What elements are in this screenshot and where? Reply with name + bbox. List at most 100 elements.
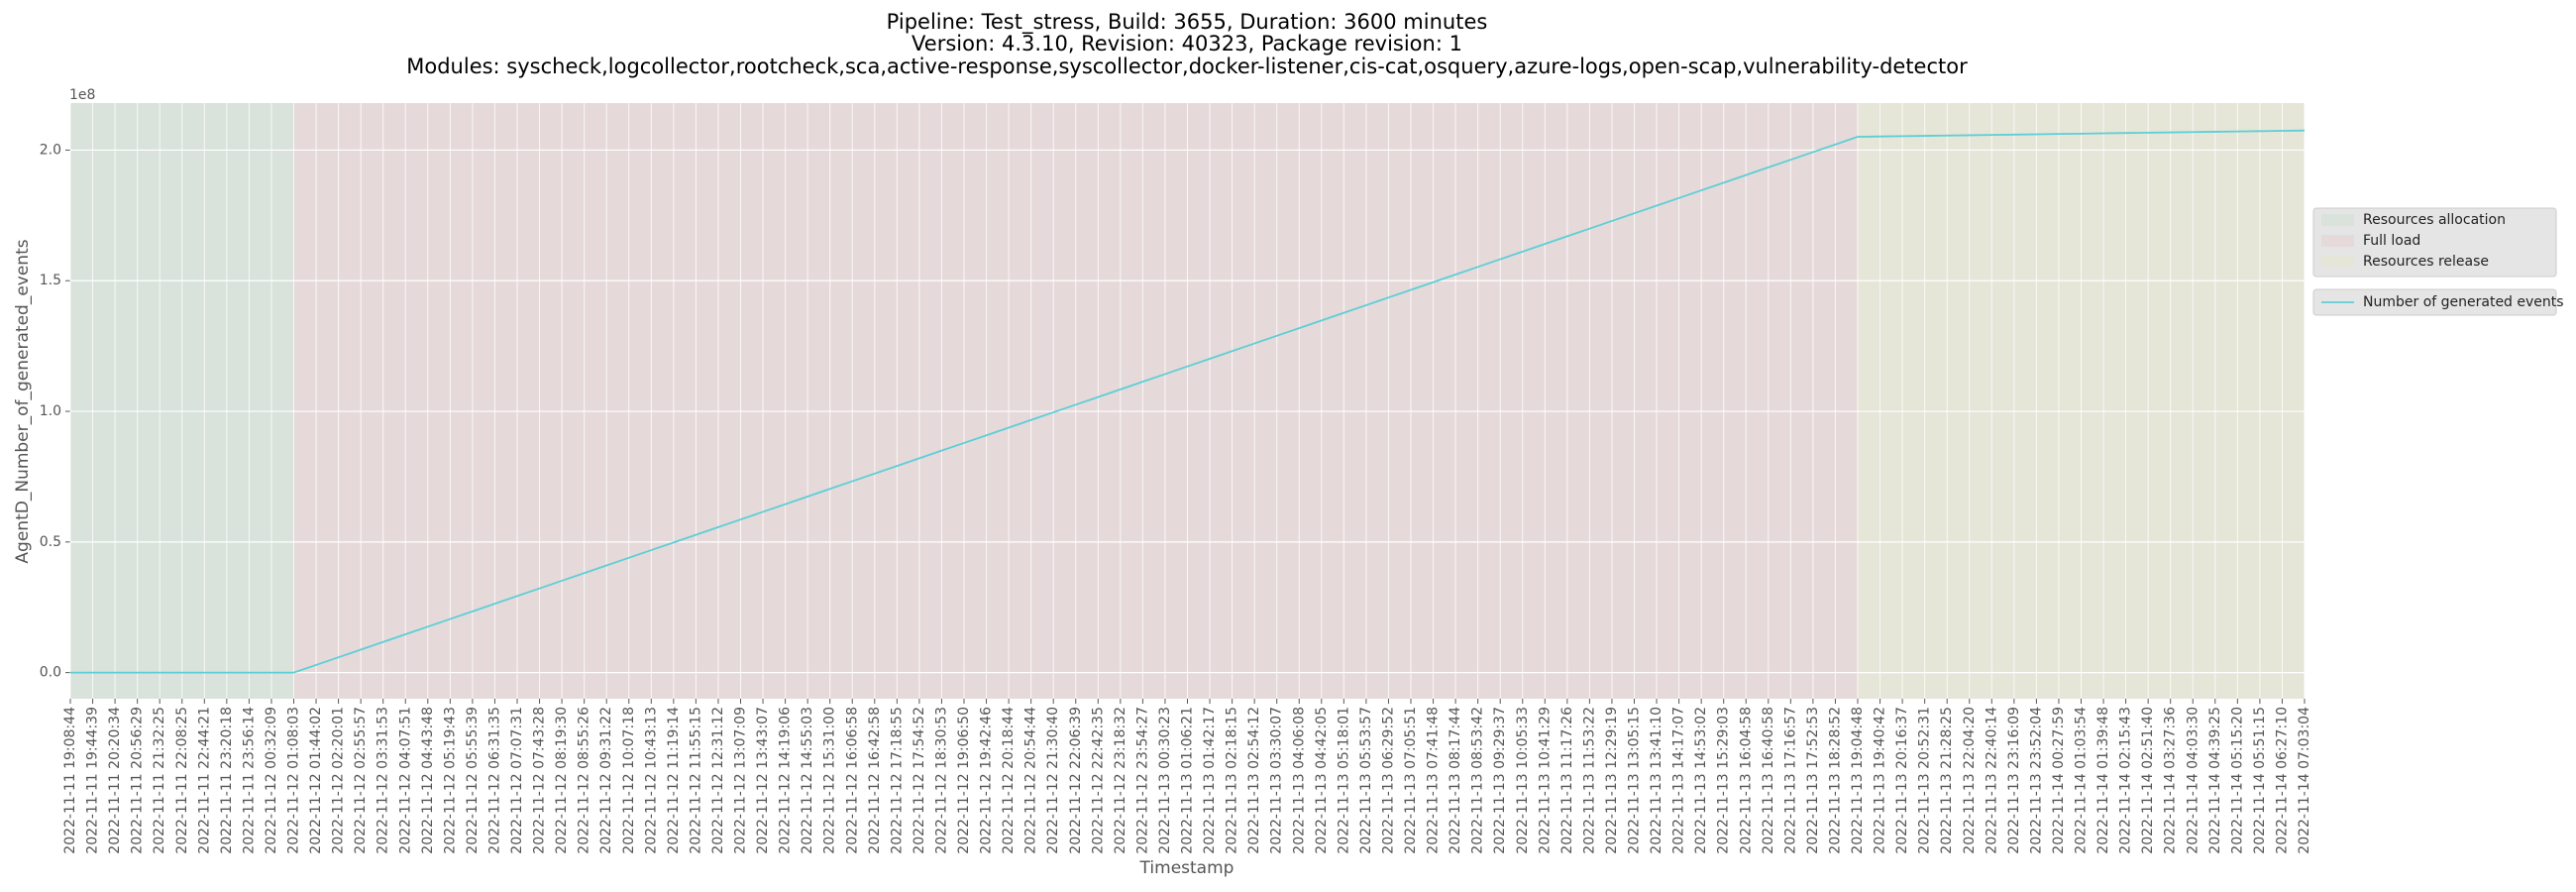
y-tick-label: 2.0	[40, 142, 61, 158]
x-tick-label: 2022-11-14 02:51:40	[2140, 707, 2156, 854]
chart-title: Modules: syscheck,logcollector,rootcheck…	[406, 55, 1968, 78]
x-tick-label: 2022-11-11 21:32:25	[152, 707, 167, 854]
x-tick-label: 2022-11-13 08:17:44	[1448, 707, 1463, 854]
x-tick-label: 2022-11-12 18:30:53	[933, 707, 949, 854]
x-tick-label: 2022-11-12 10:07:18	[621, 707, 637, 854]
x-tick-label: 2022-11-11 22:08:25	[174, 707, 190, 854]
legend-box	[2312, 288, 2557, 316]
x-tick-label: 2022-11-12 08:55:26	[577, 707, 592, 854]
x-tick-label: 2022-11-12 02:55:57	[353, 707, 369, 854]
x-tick-label: 2022-11-13 07:05:51	[1403, 707, 1419, 854]
x-tick-label: 2022-11-13 02:18:15	[1225, 707, 1240, 854]
x-tick-label: 2022-11-13 22:04:20	[1962, 707, 1978, 854]
x-tick-label: 2022-11-12 07:43:28	[532, 707, 548, 854]
legend-swatch	[2321, 235, 2354, 247]
x-tick-label: 2022-11-13 10:05:33	[1515, 707, 1531, 854]
x-tick-label: 2022-11-13 08:53:42	[1470, 707, 1486, 854]
x-tick-label: 2022-11-12 20:54:44	[1023, 707, 1039, 854]
x-tick-label: 2022-11-14 03:27:36	[2163, 707, 2179, 854]
x-tick-label: 2022-11-12 11:55:15	[688, 707, 703, 854]
x-tick-label: 2022-11-13 22:40:14	[1984, 707, 1999, 854]
x-tick-label: 2022-11-13 00:30:23	[1157, 707, 1173, 854]
y-tick-label: 0.5	[40, 534, 61, 550]
x-tick-label: 2022-11-14 02:15:43	[2118, 707, 2134, 854]
x-tick-label: 2022-11-13 14:17:07	[1671, 707, 1687, 854]
x-tick-label: 2022-11-12 19:06:50	[956, 707, 972, 854]
x-tick-label: 2022-11-14 05:15:20	[2229, 707, 2245, 854]
x-tick-label: 2022-11-14 01:03:54	[2074, 707, 2090, 854]
x-tick-label: 2022-11-13 04:42:05	[1314, 707, 1330, 854]
x-tick-label: 2022-11-12 05:19:43	[442, 707, 458, 854]
x-tick-label: 2022-11-13 16:04:58	[1738, 707, 1754, 854]
x-tick-label: 2022-11-13 20:16:37	[1894, 707, 1910, 854]
x-tick-label: 2022-11-12 04:43:48	[420, 707, 436, 854]
x-tick-label: 2022-11-13 09:29:37	[1492, 707, 1508, 854]
x-tick-label: 2022-11-12 04:07:51	[397, 707, 413, 854]
y-axis-label: AgentD_Number_of_generated_events	[13, 239, 33, 563]
x-axis-label: Timestamp	[1139, 858, 1234, 878]
x-tick-label: 2022-11-13 17:16:57	[1782, 707, 1798, 854]
x-tick-label: 2022-11-13 18:28:52	[1827, 707, 1843, 854]
x-tick-label: 2022-11-12 13:07:09	[733, 707, 749, 854]
x-tick-label: 2022-11-14 06:27:10	[2274, 707, 2290, 854]
x-tick-label: 2022-11-13 13:41:10	[1649, 707, 1664, 854]
chart-title: Version: 4.3.10, Revision: 40323, Packag…	[912, 32, 1462, 56]
x-tick-label: 2022-11-12 01:44:02	[308, 707, 324, 854]
x-tick-label: 2022-11-12 15:31:00	[822, 707, 838, 854]
x-tick-label: 2022-11-12 13:43:07	[755, 707, 771, 854]
x-tick-label: 2022-11-13 21:28:25	[1939, 707, 1955, 854]
y-tick-label: 1.5	[40, 273, 61, 288]
x-tick-label: 2022-11-14 00:27:59	[2051, 707, 2067, 854]
x-tick-label: 2022-11-12 17:18:55	[889, 707, 905, 854]
x-tick-label: 2022-11-12 17:54:52	[912, 707, 927, 854]
legend-label: Resources release	[2363, 254, 2489, 270]
x-tick-label: 2022-11-12 19:42:46	[979, 707, 995, 854]
x-tick-label: 2022-11-12 23:18:32	[1113, 707, 1128, 854]
x-tick-label: 2022-11-12 23:54:27	[1134, 707, 1150, 854]
x-tick-label: 2022-11-13 19:04:48	[1850, 707, 1866, 854]
x-tick-label: 2022-11-12 14:19:06	[778, 707, 794, 854]
x-tick-label: 2022-11-11 19:44:39	[85, 707, 101, 854]
legend-box	[2312, 207, 2557, 278]
x-tick-label: 2022-11-13 04:06:08	[1291, 707, 1307, 854]
x-tick-label: 2022-11-11 20:56:29	[130, 707, 146, 854]
x-tick-label: 2022-11-13 05:18:01	[1336, 707, 1351, 854]
x-tick-label: 2022-11-12 02:20:01	[331, 707, 347, 854]
x-tick-label: 2022-11-13 15:29:03	[1716, 707, 1732, 854]
x-tick-label: 2022-11-11 23:56:14	[241, 707, 257, 854]
x-tick-label: 2022-11-13 16:40:58	[1761, 707, 1776, 854]
legend-swatch	[2321, 256, 2354, 268]
x-tick-label: 2022-11-13 13:05:15	[1627, 707, 1643, 854]
x-tick-label: 2022-11-13 12:29:19	[1604, 707, 1620, 854]
y-tick-label: 0.0	[40, 665, 61, 681]
x-tick-label: 2022-11-13 14:53:02	[1693, 707, 1709, 854]
x-tick-label: 2022-11-12 12:31:12	[710, 707, 726, 854]
x-tick-label: 2022-11-11 22:44:21	[196, 707, 212, 854]
x-tick-label: 2022-11-11 19:08:44	[62, 707, 78, 854]
legend-swatch	[2321, 214, 2354, 226]
x-tick-label: 2022-11-12 14:55:03	[800, 707, 815, 854]
x-tick-label: 2022-11-12 09:31:22	[598, 707, 614, 854]
x-tick-label: 2022-11-12 05:55:39	[465, 707, 481, 854]
x-tick-label: 2022-11-14 01:39:48	[2095, 707, 2111, 854]
x-tick-label: 2022-11-12 10:43:13	[643, 707, 659, 854]
x-tick-label: 2022-11-13 05:53:57	[1358, 707, 1374, 854]
y-tick-label: 1.0	[40, 403, 61, 419]
x-tick-label: 2022-11-13 01:06:21	[1180, 707, 1196, 854]
x-tick-label: 2022-11-12 20:18:44	[1001, 707, 1017, 854]
x-tick-label: 2022-11-13 07:41:48	[1426, 707, 1442, 854]
x-tick-label: 2022-11-13 23:52:04	[2028, 707, 2044, 854]
x-tick-label: 2022-11-11 20:20:34	[107, 707, 123, 854]
x-tick-label: 2022-11-13 17:52:53	[1805, 707, 1821, 854]
x-tick-label: 2022-11-13 19:40:42	[1873, 707, 1888, 854]
x-tick-label: 2022-11-12 22:42:35	[1090, 707, 1106, 854]
legend-label: Resources allocation	[2363, 212, 2506, 228]
legend-label: Full load	[2363, 233, 2420, 249]
data-line	[70, 129, 2306, 674]
x-tick-label: 2022-11-13 01:42:17	[1202, 707, 1218, 854]
x-tick-label: 2022-11-12 06:31:35	[486, 707, 502, 854]
x-tick-label: 2022-11-14 04:03:30	[2185, 707, 2200, 854]
x-tick-label: 2022-11-12 07:07:31	[509, 707, 525, 854]
x-tick-label: 2022-11-13 20:52:31	[1917, 707, 1933, 854]
x-tick-label: 2022-11-12 03:31:53	[376, 707, 391, 854]
